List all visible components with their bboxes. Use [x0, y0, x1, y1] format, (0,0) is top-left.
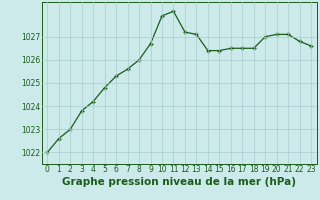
X-axis label: Graphe pression niveau de la mer (hPa): Graphe pression niveau de la mer (hPa): [62, 177, 296, 187]
